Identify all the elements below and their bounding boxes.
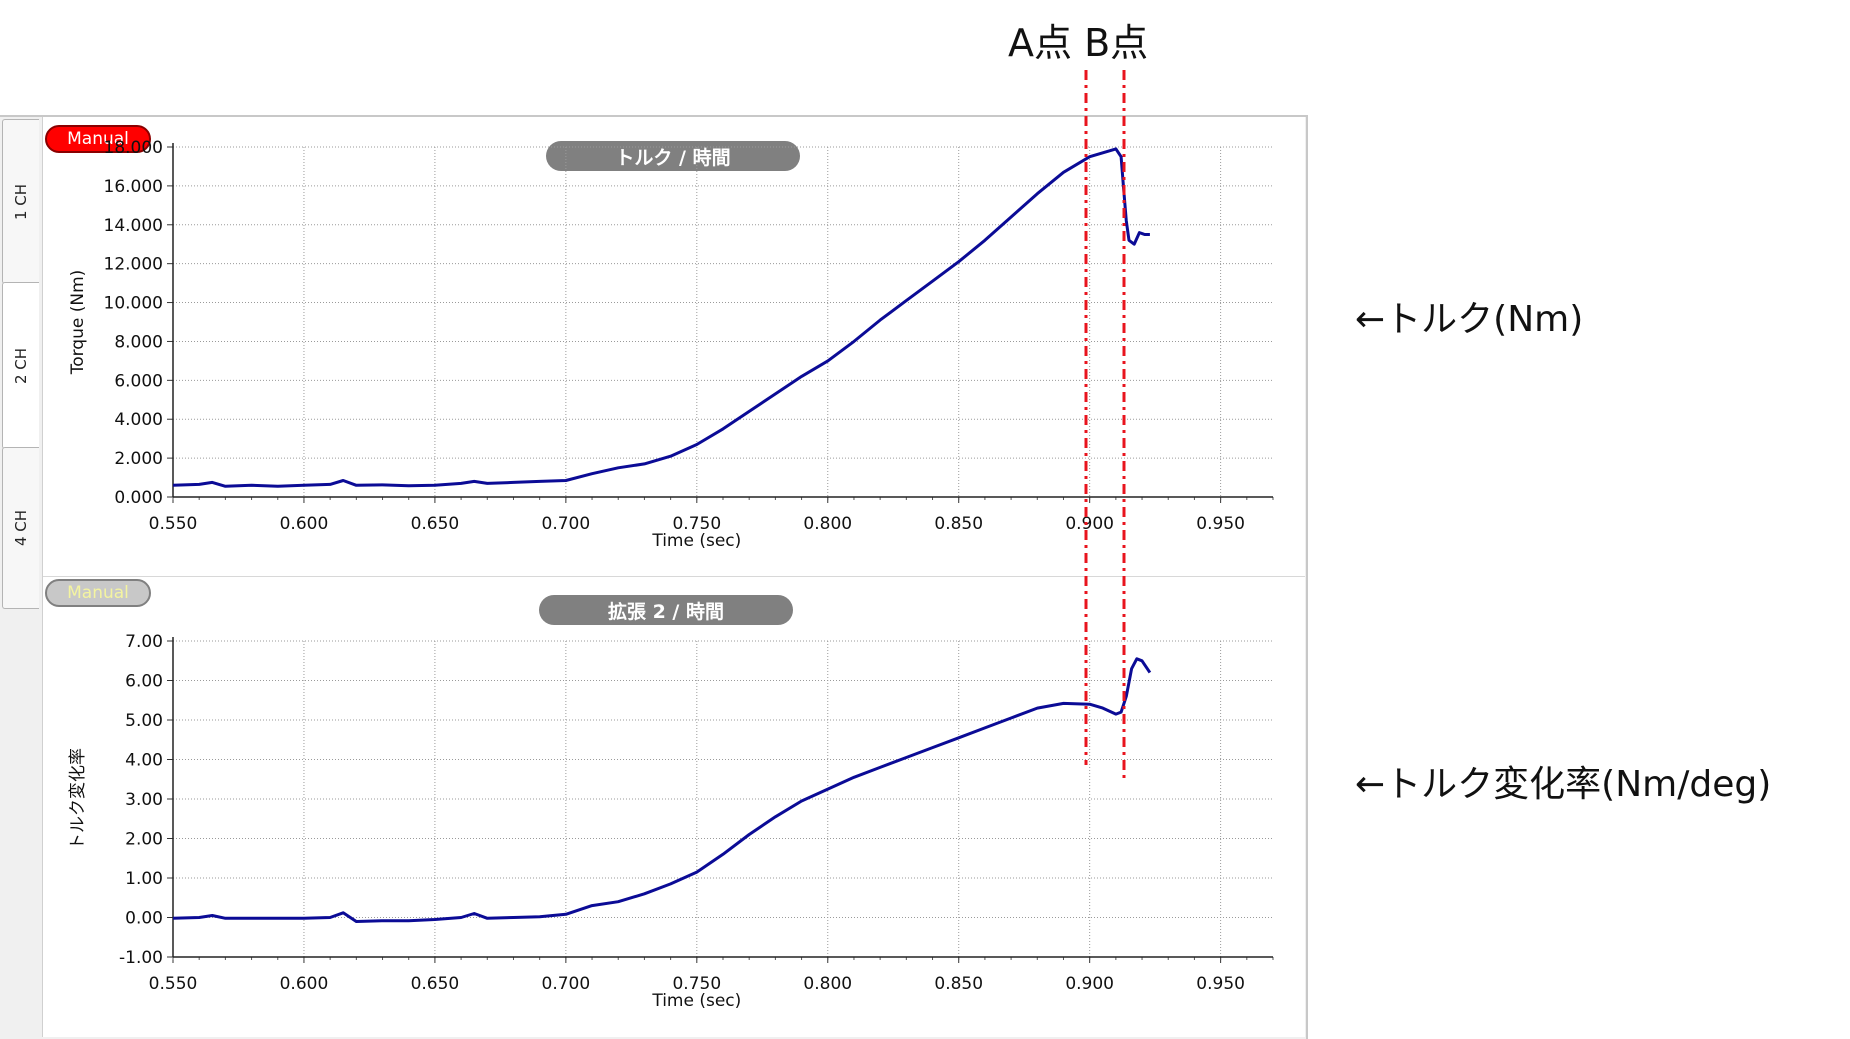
point-labels-annotation: A点 B点 xyxy=(1008,21,1149,65)
x-tick-label: 0.850 xyxy=(934,974,983,994)
x-tick-label: 0.900 xyxy=(1065,974,1114,994)
y-tick-label: 4.000 xyxy=(114,410,163,430)
tab-2ch-label: 2 CH xyxy=(12,347,31,384)
x-tick-label: 0.900 xyxy=(1065,514,1114,534)
y-tick-label: 6.00 xyxy=(125,672,163,692)
x-tick-label: 0.750 xyxy=(672,514,721,534)
tab-4ch-label: 4 CH xyxy=(12,509,31,547)
tab-1ch[interactable]: 1 CH xyxy=(2,119,39,284)
y-tick-label: 6.000 xyxy=(114,371,163,391)
y-tick-label: 0.000 xyxy=(114,488,163,508)
x-tick-label: 0.950 xyxy=(1196,974,1245,994)
y-tick-label: 2.00 xyxy=(125,830,163,850)
y-tick-label: 14.000 xyxy=(104,216,163,236)
chart-2: -1.00 0.00 1.00 2.00 3.00 4.00 5.00 6.00 7.00 0.5… xyxy=(68,632,1274,1011)
y-tick-label: 3.00 xyxy=(125,790,163,810)
plot-area: Manual Manual トルク / 時間 拡張 2 / 時間 0.000 2.… xyxy=(42,117,1305,1037)
tab-4ch[interactable]: 4 CH xyxy=(2,447,39,609)
x-tick-label: 0.650 xyxy=(411,514,460,534)
x-tick-label: 0.700 xyxy=(542,974,591,994)
tab-2ch[interactable]: 2 CH xyxy=(2,282,39,449)
measurement-window: 1 CH 2 CH 4 CH Manual Manual トルク / 時間 拡張… xyxy=(0,115,1308,1039)
x-tick-label: 0.550 xyxy=(149,974,198,994)
x-tick-label: 0.600 xyxy=(280,514,329,534)
x-tick-label: 0.550 xyxy=(149,514,198,534)
channel-tab-strip: 1 CH 2 CH 4 CH xyxy=(0,117,42,1039)
chart-title-torque: トルク / 時間 xyxy=(546,141,800,171)
y-tick-label: 8.000 xyxy=(114,332,163,352)
y-tick-label: 2.000 xyxy=(114,449,163,469)
x-axis-label: Time (sec) xyxy=(651,991,741,1011)
series-line xyxy=(172,147,1150,488)
charts-svg: 0.000 2.000 4.000 6.000 8.000 10.000 12.000 14.… xyxy=(68,138,1274,1011)
x-tick-label: 0.650 xyxy=(411,974,460,994)
tab-1ch-label: 1 CH xyxy=(12,183,31,220)
panel-divider xyxy=(43,576,1305,577)
y-tick-label: -1.00 xyxy=(119,948,163,968)
y-tick-label: 1.00 xyxy=(125,869,163,889)
torque-rate-unit-annotation: ←トルク変化率(Nm/deg) xyxy=(1355,764,1772,805)
x-axis-label: Time (sec) xyxy=(651,531,741,551)
x-tick-label: 0.600 xyxy=(280,974,329,994)
torque-unit-annotation: ←トルク(Nm) xyxy=(1355,299,1584,340)
y-tick-label: 12.000 xyxy=(104,255,163,275)
y-tick-label: 16.000 xyxy=(104,177,163,197)
manual-badge-bottom[interactable]: Manual xyxy=(45,579,151,607)
x-tick-label: 0.750 xyxy=(672,974,721,994)
y-axis-label: Torque (Nm) xyxy=(68,270,88,376)
chart-title-torque-rate: 拡張 2 / 時間 xyxy=(539,595,793,625)
y-tick-label: 18.000 xyxy=(104,138,163,158)
x-tick-label: 0.800 xyxy=(803,514,852,534)
y-tick-label: 4.00 xyxy=(125,751,163,771)
y-tick-label: 10.000 xyxy=(104,294,163,314)
y-axis-label: トルク変化率 xyxy=(68,748,88,850)
y-tick-label: 0.00 xyxy=(125,909,163,929)
manual-badge-top[interactable]: Manual xyxy=(45,125,151,153)
y-tick-label: 5.00 xyxy=(125,711,163,731)
chart-1: 0.000 2.000 4.000 6.000 8.000 10.000 12.000 14.… xyxy=(68,138,1274,551)
x-tick-label: 0.700 xyxy=(542,514,591,534)
x-tick-label: 0.850 xyxy=(934,514,983,534)
y-tick-label: 7.00 xyxy=(125,632,163,652)
series-line xyxy=(172,657,1152,923)
x-tick-label: 0.950 xyxy=(1196,514,1245,534)
x-tick-label: 0.800 xyxy=(803,974,852,994)
